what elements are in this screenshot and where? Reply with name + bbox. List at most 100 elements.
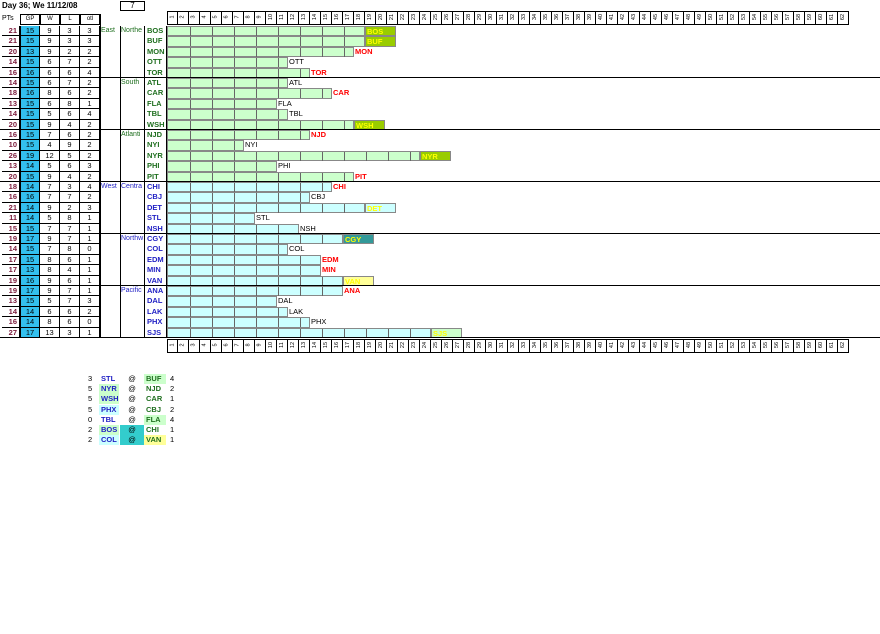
axis-bottom-tick: 8: [244, 339, 255, 353]
team-abbrev[interactable]: BOS: [145, 26, 167, 37]
axis-bottom-tick: 37: [563, 339, 574, 353]
axis-bottom-tick: 18: [354, 339, 365, 353]
home-team[interactable]: NJD: [144, 384, 166, 395]
wins: 9: [40, 36, 60, 47]
away-team[interactable]: WSH: [99, 394, 119, 405]
axis-top-tick-label: 46: [664, 13, 670, 21]
bar-label: BUF: [365, 36, 396, 47]
team-abbrev[interactable]: VAN: [145, 275, 167, 286]
axis-bottom-tick-label: 31: [499, 341, 505, 349]
team-abbrev[interactable]: SJS: [145, 327, 167, 338]
team-abbrev[interactable]: PHX: [145, 317, 167, 328]
axis-bottom-tick-label: 18: [356, 341, 362, 349]
team-abbrev[interactable]: LAK: [145, 306, 167, 318]
team-abbrev[interactable]: NYR: [145, 150, 167, 162]
bar-segment: [212, 131, 213, 140]
home-team[interactable]: CAR: [144, 394, 166, 405]
axis-top-tick-label: 3: [191, 15, 197, 19]
bar-segment: [234, 120, 235, 130]
team-abbrev[interactable]: CHI: [145, 182, 167, 193]
team-abbrev[interactable]: OTT: [145, 57, 167, 68]
home-team[interactable]: CBJ: [144, 404, 166, 415]
bar-segment: [212, 58, 213, 68]
team-abbrev[interactable]: WSH: [145, 119, 167, 130]
axis-bottom-tick: 50: [706, 339, 717, 353]
team-abbrev[interactable]: NJD: [145, 130, 167, 141]
team-abbrev[interactable]: COL: [145, 244, 167, 255]
division-separator: [0, 181, 880, 182]
team-abbrev[interactable]: NSH: [145, 223, 167, 234]
bar-segment: [344, 27, 345, 36]
bar-segment: [278, 266, 279, 276]
axis-top-tick: 34: [530, 11, 541, 25]
axis-top-tick-label: 36: [554, 13, 560, 21]
axis-bottom-tick: 28: [464, 339, 475, 353]
bar-segment: [278, 151, 279, 161]
home-team[interactable]: CHI: [144, 425, 166, 435]
team-abbrev[interactable]: ANA: [145, 286, 167, 297]
bar-segment: [256, 110, 257, 120]
away-team[interactable]: NYR: [99, 384, 119, 395]
bar-segment: [256, 120, 257, 130]
team-abbrev[interactable]: TOR: [145, 67, 167, 78]
axis-top-tick: 12: [288, 11, 299, 25]
team-abbrev[interactable]: DET: [145, 202, 167, 214]
team-abbrev[interactable]: DAL: [145, 296, 167, 307]
team-points: 14: [2, 78, 20, 89]
axis-top-tick: 5: [211, 11, 222, 25]
bar-segment: [256, 287, 257, 296]
team-abbrev[interactable]: EDM: [145, 254, 167, 266]
team-abbrev[interactable]: PHI: [145, 161, 167, 172]
away-team[interactable]: TBL: [99, 414, 119, 425]
away-team[interactable]: PHX: [99, 404, 119, 415]
team-points: 16: [2, 130, 20, 141]
games-played: 14: [20, 213, 40, 224]
team-abbrev[interactable]: FLA: [145, 98, 167, 110]
bar-segment: [322, 203, 323, 213]
team-abbrev[interactable]: MON: [145, 46, 167, 58]
home-score: 1: [170, 435, 175, 445]
team-abbrev[interactable]: NYI: [145, 140, 167, 151]
wins: 5: [40, 296, 60, 307]
axis-bottom-tick-label: 2: [180, 343, 186, 347]
games-played: 15: [20, 98, 40, 110]
team-abbrev[interactable]: BUF: [145, 36, 167, 47]
home-team[interactable]: BUF: [144, 374, 166, 384]
bar-segment: [300, 89, 301, 99]
axis-bottom-tick: 60: [816, 339, 827, 353]
ot-losses: 1: [80, 254, 100, 266]
axis-bottom-tick-label: 5: [213, 343, 219, 347]
axis-top-tick-label: 38: [576, 13, 582, 21]
axis-bottom-tick-label: 13: [301, 341, 307, 349]
team-abbrev[interactable]: MIN: [145, 265, 167, 276]
team-abbrev[interactable]: CBJ: [145, 192, 167, 203]
team-abbrev[interactable]: CGY: [145, 234, 167, 245]
team-abbrev[interactable]: ATL: [145, 78, 167, 89]
away-team[interactable]: STL: [99, 374, 119, 384]
points-bar: [167, 192, 310, 203]
bar-segment: [256, 255, 257, 265]
axis-top-tick: 49: [695, 11, 706, 25]
axis-bottom-tick-label: 1: [169, 343, 176, 347]
bar-segment: [212, 110, 213, 120]
axis-top-tick: 23: [409, 11, 420, 25]
axis-bottom-tick: 55: [761, 339, 772, 353]
team-abbrev[interactable]: CAR: [145, 88, 167, 99]
home-team[interactable]: FLA: [144, 414, 166, 425]
team-abbrev[interactable]: STL: [145, 213, 167, 224]
axis-bottom-tick: 46: [662, 339, 673, 353]
team-abbrev[interactable]: TBL: [145, 109, 167, 120]
bar-segment: [322, 172, 323, 182]
bar-segment: [278, 89, 279, 99]
away-team[interactable]: BOS: [99, 425, 119, 435]
home-team[interactable]: VAN: [144, 435, 166, 446]
away-team[interactable]: COL: [99, 435, 119, 446]
axis-top-tick-label: 45: [653, 13, 659, 21]
at-symbol: @: [120, 425, 144, 435]
bar-segment: [234, 307, 235, 317]
team-abbrev[interactable]: PIT: [145, 171, 167, 182]
axis-top-tick: 39: [585, 11, 596, 25]
bar-label: PIT: [354, 171, 385, 182]
ot-losses: 2: [80, 88, 100, 99]
axis-top-tick-label: 21: [389, 13, 395, 21]
